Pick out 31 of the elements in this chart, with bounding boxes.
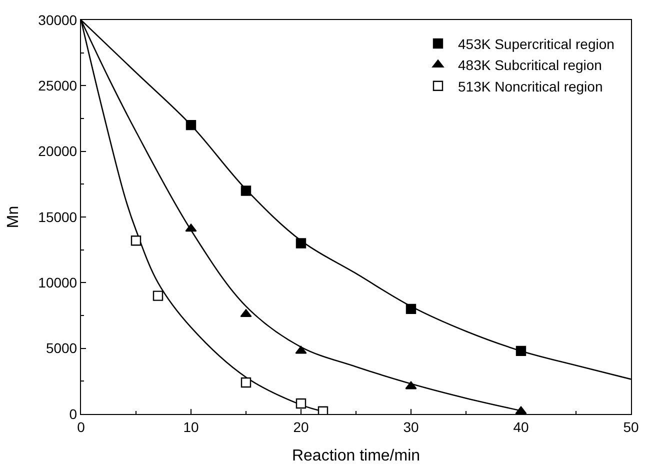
point (240, 186, 252, 196)
point (295, 346, 307, 354)
x-axis-title: Reaction time/min (292, 448, 420, 465)
y-tick-label: 5000 (46, 340, 78, 356)
x-tick-label: 40 (513, 418, 529, 435)
point (152, 290, 164, 301)
point (296, 238, 306, 248)
point (130, 236, 142, 246)
legend-label: 483K Subcritical region (458, 57, 602, 74)
x-tick-label: 10 (183, 418, 199, 435)
y-tick-label: 20000 (38, 143, 78, 160)
point (186, 120, 196, 130)
legend-label: 453K Supercritical region (458, 36, 614, 52)
point (185, 224, 197, 232)
legend-label: 513K Noncritical region (458, 78, 603, 94)
y-tick-label: 25000 (38, 78, 78, 94)
x-tick-label: 50 (623, 418, 639, 435)
x-tick-label: 20 (293, 418, 309, 435)
point (240, 309, 252, 318)
point (296, 398, 306, 409)
point (240, 377, 252, 388)
point (405, 381, 417, 390)
y-tick-label: 0 (69, 406, 78, 422)
y-axis-title: Mn (5, 206, 22, 228)
y-tick-label: 15000 (38, 208, 78, 225)
point (516, 346, 526, 356)
y-tick-label: 10000 (38, 274, 78, 291)
x-tick-label: 30 (403, 418, 419, 435)
y-tick-label: 30000 (38, 12, 78, 28)
point (318, 406, 328, 414)
point (406, 304, 416, 314)
